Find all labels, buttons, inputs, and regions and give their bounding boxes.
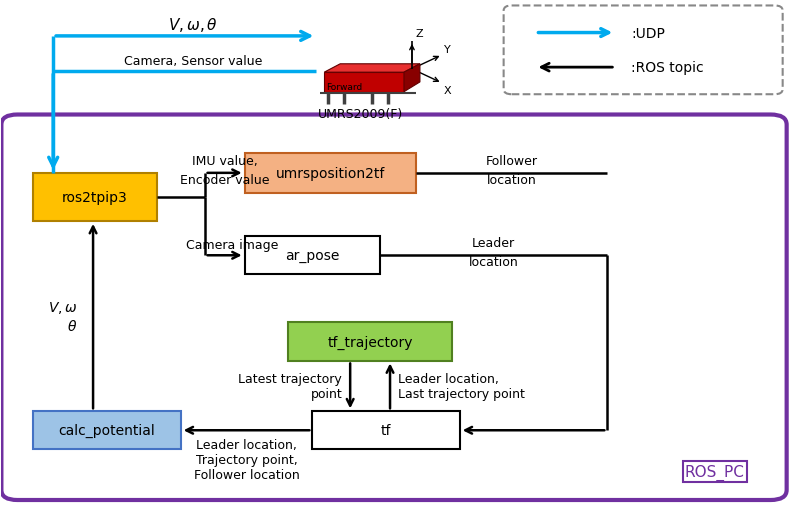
Text: Camera, Sensor value: Camera, Sensor value [123, 55, 262, 68]
FancyBboxPatch shape [245, 237, 380, 275]
Text: Encoder value: Encoder value [180, 174, 270, 186]
Text: :ROS topic: :ROS topic [631, 61, 704, 75]
Text: ros2tpip3: ros2tpip3 [62, 190, 128, 205]
Text: ROS_PC: ROS_PC [685, 464, 745, 480]
Text: umrsposition2tf: umrsposition2tf [275, 166, 385, 181]
Text: location: location [469, 256, 518, 269]
Text: UMRS2009(F): UMRS2009(F) [318, 108, 402, 121]
Text: tf_trajectory: tf_trajectory [327, 335, 413, 349]
Text: Leader: Leader [472, 237, 515, 250]
FancyBboxPatch shape [504, 7, 782, 95]
FancyBboxPatch shape [312, 411, 460, 449]
Polygon shape [324, 65, 420, 73]
Text: X: X [444, 86, 451, 96]
Text: Follower: Follower [486, 154, 538, 167]
FancyBboxPatch shape [34, 174, 157, 221]
Polygon shape [404, 65, 420, 93]
Text: Y: Y [444, 45, 450, 54]
Text: Forward: Forward [326, 82, 362, 92]
Text: $V, \omega$
$\theta$: $V, \omega$ $\theta$ [47, 300, 77, 333]
FancyBboxPatch shape [245, 153, 416, 194]
Text: Latest trajectory
point: Latest trajectory point [238, 372, 342, 400]
FancyBboxPatch shape [34, 411, 181, 449]
Text: IMU value,: IMU value, [192, 154, 258, 167]
Text: ar_pose: ar_pose [285, 249, 339, 263]
Text: Leader location,
Last trajectory point: Leader location, Last trajectory point [398, 372, 525, 400]
Text: location: location [486, 174, 537, 186]
FancyBboxPatch shape [288, 323, 452, 361]
Text: :UDP: :UDP [631, 26, 665, 41]
Text: $V, \omega, \theta$: $V, \omega, \theta$ [168, 16, 218, 34]
Text: calc_potential: calc_potential [58, 423, 155, 437]
Text: Leader location,
Trajectory point,
Follower location: Leader location, Trajectory point, Follo… [194, 438, 299, 481]
Text: tf: tf [381, 423, 391, 437]
Polygon shape [324, 73, 404, 93]
Text: Z: Z [416, 30, 423, 39]
Text: Camera image: Camera image [186, 239, 278, 252]
